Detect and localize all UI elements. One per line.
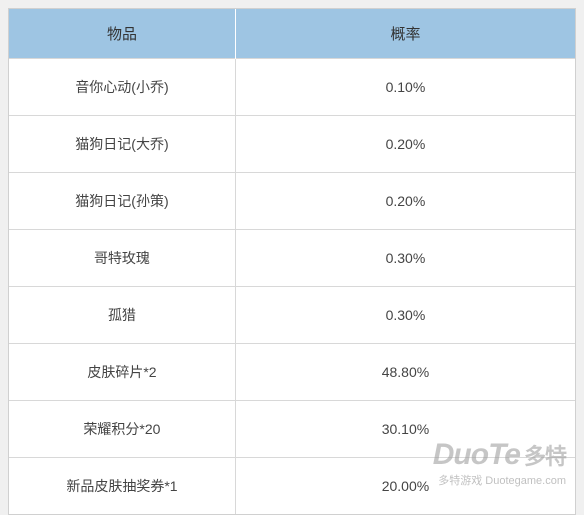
cell-item: 荣耀积分*20 <box>9 401 235 458</box>
header-item: 物品 <box>9 9 235 59</box>
cell-item: 皮肤碎片*2 <box>9 344 235 401</box>
cell-rate: 0.10% <box>235 59 575 116</box>
cell-item: 猫狗日记(大乔) <box>9 116 235 173</box>
table-header: 物品 概率 <box>9 9 575 59</box>
table-row: 猫狗日记(大乔) 0.20% <box>9 116 575 173</box>
cell-item: 新品皮肤抽奖券*1 <box>9 458 235 515</box>
probability-table-container: 物品 概率 音你心动(小乔) 0.10% 猫狗日记(大乔) 0.20% 猫狗日记… <box>8 8 576 515</box>
table-body: 音你心动(小乔) 0.10% 猫狗日记(大乔) 0.20% 猫狗日记(孙策) 0… <box>9 59 575 515</box>
cell-rate: 0.30% <box>235 230 575 287</box>
table-row: 猫狗日记(孙策) 0.20% <box>9 173 575 230</box>
table-row: 哥特玫瑰 0.30% <box>9 230 575 287</box>
cell-rate: 0.20% <box>235 173 575 230</box>
cell-rate: 48.80% <box>235 344 575 401</box>
cell-rate: 20.00% <box>235 458 575 515</box>
cell-item: 猫狗日记(孙策) <box>9 173 235 230</box>
table-row: 音你心动(小乔) 0.10% <box>9 59 575 116</box>
probability-table: 物品 概率 音你心动(小乔) 0.10% 猫狗日记(大乔) 0.20% 猫狗日记… <box>9 9 575 514</box>
table-row: 孤猎 0.30% <box>9 287 575 344</box>
table-row: 皮肤碎片*2 48.80% <box>9 344 575 401</box>
table-row: 荣耀积分*20 30.10% <box>9 401 575 458</box>
cell-item: 哥特玫瑰 <box>9 230 235 287</box>
header-rate: 概率 <box>235 9 575 59</box>
cell-rate: 0.20% <box>235 116 575 173</box>
table-row: 新品皮肤抽奖券*1 20.00% <box>9 458 575 515</box>
cell-rate: 30.10% <box>235 401 575 458</box>
cell-item: 音你心动(小乔) <box>9 59 235 116</box>
cell-item: 孤猎 <box>9 287 235 344</box>
cell-rate: 0.30% <box>235 287 575 344</box>
